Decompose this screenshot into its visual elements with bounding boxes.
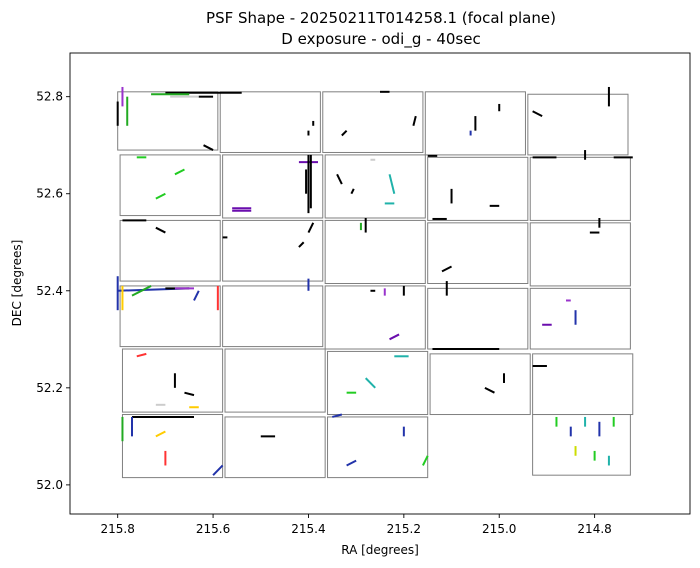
- x-tick-label: 215.6: [196, 522, 230, 536]
- psf-segment-18: [174, 168, 185, 176]
- psf-segment-13: [532, 110, 543, 117]
- ota-cell-26: [224, 416, 326, 479]
- psf-segment-83: [212, 464, 224, 476]
- chart-title-line-1: PSF Shape - 20250211T014258.1 (focal pla…: [206, 9, 556, 27]
- psf-segment-81: [155, 430, 166, 438]
- ota-cell-13: [427, 222, 529, 284]
- ota-cell-4: [527, 93, 629, 156]
- x-axis-ticks: 215.8 215.6 215.4 215.2 215.0 214.8: [101, 514, 612, 536]
- ota-cell-25: [121, 414, 224, 479]
- ota-cell-22: [327, 350, 429, 416]
- chart-title-line-2: D exposure - odi_g - 40sec: [281, 30, 480, 49]
- y-tick-label: 52.2: [36, 381, 63, 395]
- ota-cell-1: [219, 91, 321, 153]
- ota-cell-9: [529, 156, 631, 221]
- psf-segment-30: [388, 174, 396, 194]
- ota-cell-17: [324, 285, 426, 350]
- psf-segment-20: [155, 192, 166, 200]
- psf-segment-42: [298, 241, 305, 248]
- x-tick-label: 215.2: [387, 522, 421, 536]
- psf-segment-51: [131, 285, 152, 297]
- ota-grid: [117, 91, 634, 479]
- y-tick-label: 52.0: [36, 478, 63, 492]
- psf-segment-12: [341, 129, 348, 137]
- y-tick-label: 52.8: [36, 90, 63, 104]
- psf-segment-27: [336, 173, 343, 185]
- psf-segment-71: [484, 386, 495, 394]
- ota-cell-12: [324, 219, 426, 284]
- ota-cell-8: [427, 156, 529, 221]
- psf-segment-10: [412, 115, 417, 127]
- ota-cell-11: [222, 219, 324, 282]
- psf-segment-46: [441, 265, 452, 273]
- x-tick-label: 214.8: [577, 522, 611, 536]
- ota-cell-10: [119, 219, 221, 282]
- psf-segment-69: [364, 377, 376, 389]
- ota-cell-18: [427, 287, 529, 350]
- psf-segment-7: [203, 144, 214, 151]
- ota-cell-19: [529, 287, 631, 350]
- ota-cell-27: [327, 416, 429, 479]
- ota-cell-14: [529, 222, 631, 287]
- ota-cell-3: [424, 91, 526, 156]
- ota-cell-24: [532, 353, 634, 416]
- psf-segments: [116, 86, 633, 476]
- ota-cell-28: [532, 414, 631, 476]
- ota-cell-0: [117, 91, 219, 151]
- psf-segment-28: [350, 188, 355, 195]
- ota-cell-5: [119, 154, 221, 217]
- ota-cell-21: [224, 348, 326, 413]
- psf-segment-85: [332, 413, 343, 418]
- y-tick-label: 52.4: [36, 284, 63, 298]
- ota-cell-2: [322, 91, 424, 153]
- y-axis-ticks: 52.0 52.2 52.4 52.6 52.8: [36, 90, 70, 492]
- psf-segment-55: [193, 290, 200, 301]
- ota-cell-16: [222, 285, 324, 348]
- psf-segment-41: [307, 222, 315, 233]
- x-tick-label: 215.8: [101, 522, 135, 536]
- y-axis-label: DEC [degrees]: [10, 240, 24, 327]
- ota-cell-15: [119, 285, 221, 348]
- y-tick-label: 52.6: [36, 187, 63, 201]
- psf-segment-62: [389, 333, 400, 341]
- x-tick-label: 215.4: [291, 522, 325, 536]
- ota-cell-7: [324, 154, 426, 219]
- x-axis-label: RA [degrees]: [341, 543, 419, 557]
- psf-segment-73: [136, 352, 147, 358]
- ota-cell-6: [222, 154, 324, 219]
- ota-cell-20: [121, 348, 224, 413]
- psf-segment-86: [346, 459, 357, 467]
- x-tick-label: 215.0: [482, 522, 516, 536]
- psf-segment-76: [184, 391, 195, 397]
- psf-segment-39: [155, 226, 166, 234]
- psf-segment-87: [422, 455, 429, 466]
- ota-cell-23: [429, 353, 531, 416]
- plot-frame: [69, 52, 691, 515]
